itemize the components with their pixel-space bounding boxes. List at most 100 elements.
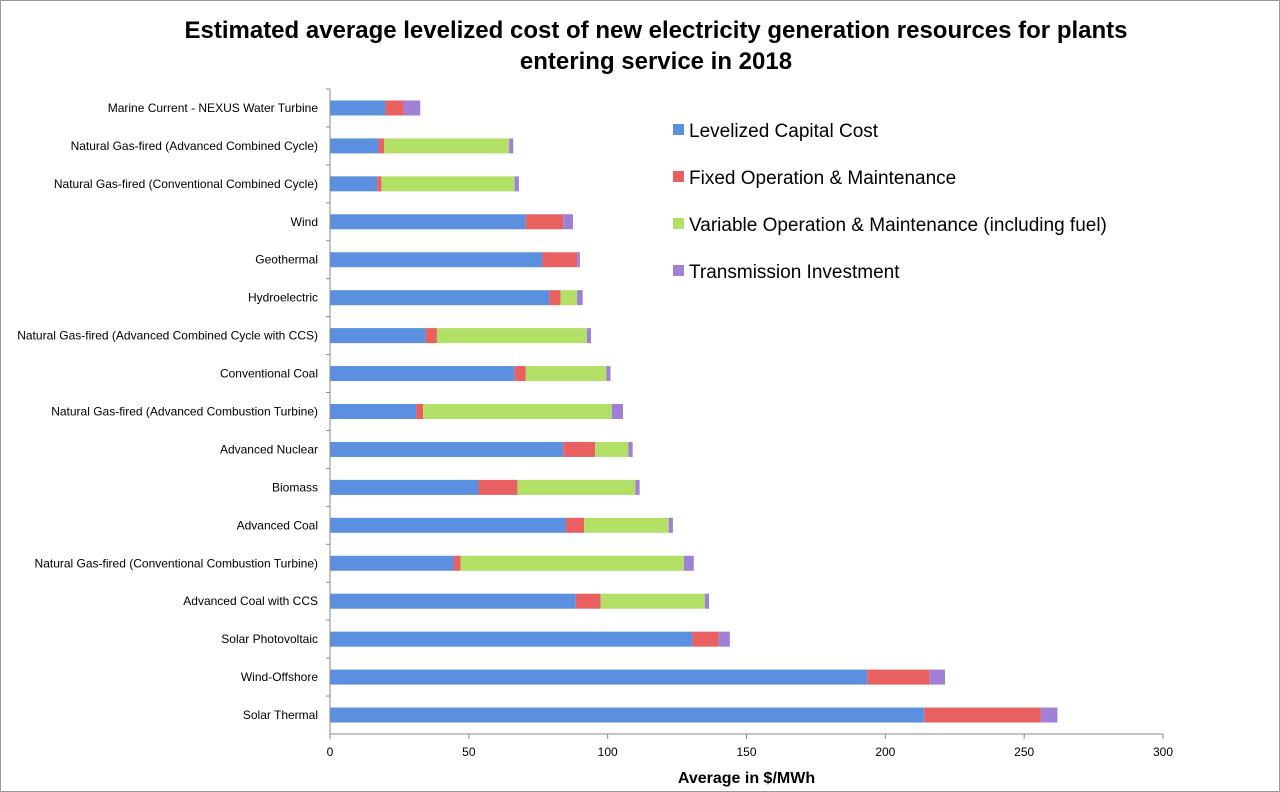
category-label: Wind-Offshore [241, 670, 318, 684]
bar-segment-4-row-10 [628, 441, 633, 457]
bar-segment-1-row-5 [330, 252, 543, 268]
bar-segment-2-row-16 [867, 669, 930, 685]
category-label: Conventional Coal [220, 367, 318, 381]
legend-label: Variable Operation & Maintenance (includ… [689, 215, 1107, 236]
bar-segment-2-row-15 [692, 631, 719, 647]
bar-segment-4-row-6 [577, 290, 583, 306]
category-label: Geothermal [255, 253, 318, 267]
category-label: Natural Gas-fired (Advanced Combined Cyc… [17, 329, 318, 343]
bar-segment-1-row-16 [330, 669, 868, 685]
bar-segment-1-row-17 [330, 707, 925, 723]
bar-segment-1-row-14 [330, 593, 576, 609]
category-labels: Marine Current - NEXUS Water Turbine Natu… [17, 88, 330, 722]
chart-title: Estimated average levelized cost of new … [184, 17, 1128, 75]
bar-segment-3-row-11 [517, 479, 636, 495]
bar-segment-1-row-6 [330, 290, 550, 306]
bar-segment-3-row-9 [423, 404, 612, 419]
x-tick-label: 300 [1153, 745, 1173, 759]
category-label: Advanced Coal with CCS [183, 594, 318, 608]
bar-segment-2-row-4 [525, 214, 564, 230]
bar-segment-3-row-8 [525, 366, 607, 382]
bar-segment-4-row-2 [509, 138, 514, 154]
bar-segment-2-row-8 [514, 366, 526, 382]
x-tick-label: 200 [875, 745, 895, 759]
category-label: Natural Gas-fired (Conventional Combined… [54, 177, 318, 191]
legend-swatch [673, 265, 684, 276]
category-label: Advanced Coal [237, 518, 318, 532]
bar-segment-2-row-1 [385, 100, 404, 116]
bar-segment-4-row-3 [514, 176, 519, 192]
legend-swatch [673, 171, 684, 182]
bar-segment-2-row-11 [478, 479, 518, 495]
bar-segment-1-row-9 [330, 404, 417, 419]
category-label: Solar Photovoltaic [221, 632, 318, 646]
bar-segment-2-row-2 [378, 138, 385, 154]
bar-segment-2-row-3 [377, 176, 382, 192]
bar-segment-4-row-8 [606, 366, 611, 382]
bar-segment-1-row-15 [330, 631, 693, 647]
bar-segment-2-row-17 [924, 707, 1041, 723]
bar-segment-1-row-8 [330, 366, 515, 382]
bar-segment-4-row-17 [1040, 707, 1058, 723]
x-tick-label: 150 [736, 745, 756, 759]
bar-segment-4-row-15 [718, 631, 730, 647]
bar-segment-4-row-4 [563, 214, 573, 230]
bar-segment-2-row-6 [549, 290, 561, 306]
bar-segment-2-row-7 [425, 328, 437, 344]
x-tick-label: 0 [327, 745, 334, 759]
bar-segment-3-row-7 [436, 328, 587, 344]
bar-segment-4-row-5 [577, 252, 580, 268]
bar-segment-1-row-1 [330, 100, 386, 116]
category-label: Natural Gas-fired (Conventional Combusti… [35, 556, 318, 570]
bar-segment-4-row-16 [929, 669, 946, 685]
category-label: Natural Gas-fired (Advanced Combustion T… [51, 405, 318, 419]
category-label: Hydroelectric [248, 291, 318, 305]
legend-label: Transmission Investment [689, 262, 900, 283]
bar-segment-1-row-12 [330, 517, 567, 533]
bar-segment-1-row-2 [330, 138, 379, 154]
bar-segment-2-row-12 [566, 517, 585, 533]
bar-segment-3-row-3 [381, 176, 515, 192]
bar-segment-3-row-12 [584, 517, 669, 533]
category-label: Advanced Nuclear [220, 442, 318, 456]
bar-segment-1-row-13 [330, 555, 454, 571]
bar-segment-2-row-10 [563, 441, 596, 457]
bar-segment-1-row-7 [330, 328, 426, 344]
x-ticks: 0 50 100 150 200 250 300 [327, 734, 1173, 759]
category-label: Wind [291, 215, 318, 229]
bar-segment-4-row-9 [611, 404, 623, 419]
legend-swatch [673, 124, 684, 135]
category-label: Marine Current - NEXUS Water Turbine [108, 101, 319, 115]
x-axis-title: Average in $/MWh [678, 770, 815, 787]
legend-label: Levelized Capital Cost [689, 121, 879, 142]
bar-segment-1-row-3 [330, 176, 378, 192]
x-tick-label: 100 [598, 745, 618, 759]
bar-segment-3-row-14 [600, 593, 705, 609]
bar-segment-2-row-5 [542, 252, 578, 268]
category-label: Natural Gas-fired (Advanced Combined Cyc… [71, 139, 318, 153]
legend-label: Fixed Operation & Maintenance [689, 168, 956, 189]
bar-segment-1-row-4 [330, 214, 526, 230]
bar-segment-2-row-9 [416, 404, 424, 419]
bar-segment-3-row-10 [595, 441, 629, 457]
legend: Levelized Capital Cost Fixed Operation & … [673, 121, 1107, 283]
bar-segment-3-row-13 [460, 555, 685, 571]
bar-segment-3-row-2 [384, 138, 510, 154]
bar-segment-2-row-14 [575, 593, 601, 609]
category-label: Solar Thermal [243, 708, 318, 722]
bar-segment-4-row-12 [668, 517, 673, 533]
x-tick-label: 250 [1014, 745, 1034, 759]
bar-segment-4-row-1 [403, 100, 421, 116]
bar-segment-4-row-7 [586, 328, 591, 344]
bar-segment-2-row-13 [453, 555, 461, 571]
bar-segment-4-row-11 [635, 479, 640, 495]
bar-segment-3-row-6 [560, 290, 578, 306]
bars-layer [330, 100, 1058, 723]
bar-segment-4-row-14 [704, 593, 710, 609]
category-label: Biomass [272, 480, 318, 494]
bar-segment-1-row-11 [330, 479, 479, 495]
x-tick-label: 50 [462, 745, 476, 759]
bar-segment-4-row-13 [684, 555, 694, 571]
